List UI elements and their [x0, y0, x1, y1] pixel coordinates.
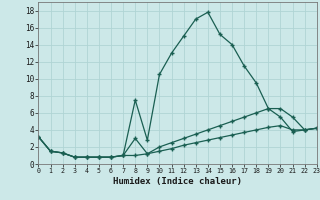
X-axis label: Humidex (Indice chaleur): Humidex (Indice chaleur) — [113, 177, 242, 186]
